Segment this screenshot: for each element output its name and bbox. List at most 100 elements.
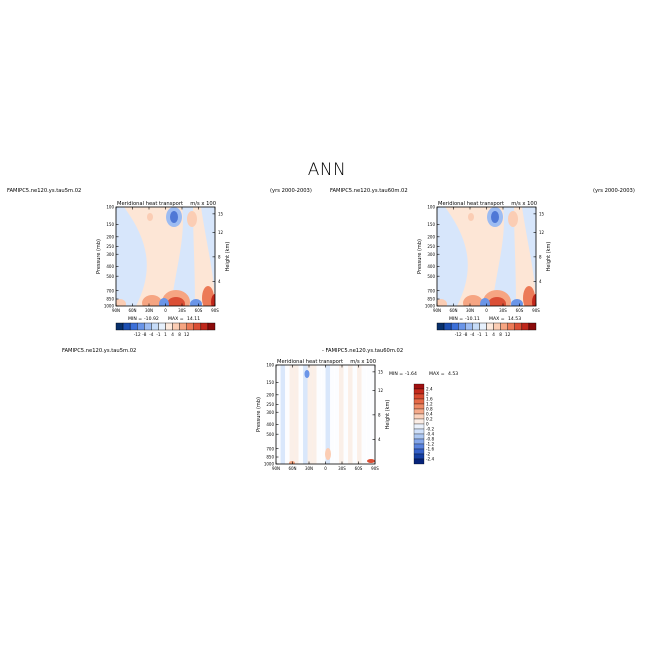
y-tick-label: 700 (266, 446, 274, 451)
x-tick-label: 90N (272, 466, 280, 471)
years-label: (yrs 2000-2003) (270, 188, 312, 194)
y-axis-label: Pressure (mb) (96, 239, 102, 274)
difference-streak (289, 365, 295, 464)
min-label: MIN = (128, 316, 142, 322)
difference-streak (276, 365, 281, 464)
colorbar-swatch (122, 322, 131, 331)
warm-core (187, 211, 197, 227)
colorbar-swatch (413, 443, 425, 450)
plot-title: Meridional heat transport (117, 201, 183, 207)
y-tick-label: 100 (106, 205, 114, 210)
field-layer (437, 207, 536, 306)
y-tick-label: 200 (427, 234, 435, 239)
colorbar-tick-label: 8 (178, 332, 181, 337)
difference-streak (339, 365, 344, 464)
colorbar-tick-label: 0.8 (426, 406, 433, 411)
warm-core (468, 213, 474, 221)
colorbar-swatch (115, 322, 124, 331)
y-tick-label: 300 (266, 410, 274, 415)
colorbar-swatch (521, 322, 530, 331)
x-tick-label: 90S (532, 308, 540, 313)
difference-case-name: - FAMIPC5.ne120.ys.tau60m.02 (322, 348, 403, 354)
y-right-tick-label: 15 (378, 369, 384, 374)
warm-core (532, 294, 536, 306)
x-tick-label: 60N (449, 308, 457, 313)
colorbar-swatch (413, 393, 425, 400)
colorbar-swatch (500, 322, 508, 331)
warm-core (523, 286, 535, 306)
warm-region (445, 207, 504, 306)
plot-title: Meridional heat transport (277, 359, 343, 365)
y-tick-label: 500 (427, 274, 435, 279)
warm-core (289, 461, 295, 464)
colorbar-tick-label: 4 (492, 332, 495, 337)
colorbar-swatch (528, 322, 537, 331)
colorbar-tick-label: -1 (156, 332, 161, 337)
difference-streak (312, 365, 317, 464)
x-tick-label: 0 (324, 466, 327, 471)
y-tick-label: 850 (266, 455, 274, 460)
colorbar-swatch (479, 322, 487, 331)
y-tick-label: 150 (427, 222, 435, 227)
colorbar-swatch (493, 322, 501, 331)
warm-core (437, 299, 447, 306)
colorbar-tick-label: -12 (455, 332, 462, 337)
y-tick-label: 400 (266, 422, 274, 427)
colorbar-swatch (158, 322, 166, 331)
y-tick-label: 700 (106, 288, 114, 293)
x-tick-label: 60N (288, 466, 296, 471)
y-axis-label: Pressure (mb) (256, 397, 262, 432)
difference-streak (321, 365, 326, 464)
warm-core (508, 211, 518, 227)
case-name: FAMIPC5.ne120.ys.tau5m.02 (7, 188, 81, 194)
y-tick-label: 850 (427, 297, 435, 302)
y-right-tick-label: 15 (539, 211, 545, 216)
y-tick-label: 1000 (264, 462, 275, 467)
colorbar-tick-label: 12 (505, 332, 511, 337)
y-tick-label: 200 (266, 392, 274, 397)
max-value: 4.53 (448, 371, 458, 377)
y-right-axis-label: Height (km) (385, 400, 391, 430)
main-title: ANN (307, 160, 347, 180)
min-value: -10.92 (144, 316, 159, 322)
cold-core (166, 207, 182, 227)
plot-frame (275, 364, 376, 465)
y-tick-label: 250 (106, 244, 114, 249)
y-right-tick-label: 8 (539, 254, 542, 259)
colorbar-swatch (193, 322, 202, 331)
colorbar-tick-label: 1.2 (426, 401, 433, 406)
colorbar-swatch (458, 322, 466, 331)
colorbar-swatch (413, 388, 425, 395)
x-tick-label: 90S (371, 466, 379, 471)
y-right-tick-label: 4 (218, 279, 221, 284)
y-right-axis-label: Height (km) (546, 242, 552, 272)
y-tick-label: 250 (427, 244, 435, 249)
difference-streak (294, 365, 299, 464)
x-tick-label: 90N (112, 308, 120, 313)
colorbar-tick-label: -2 (426, 451, 431, 456)
colorbar-tick-label: 1 (164, 332, 167, 337)
warm-core (463, 295, 483, 306)
difference-streak (370, 365, 375, 464)
field-background (276, 365, 375, 464)
x-tick-label: 30S (338, 466, 346, 471)
colorbar-tick-label: -0.2 (426, 426, 435, 431)
colorbar-tick-label: 12 (184, 332, 190, 337)
y-tick-label: 400 (427, 264, 435, 269)
colorbar-swatch (413, 398, 425, 405)
plot-frame (436, 206, 537, 307)
difference-streak (285, 365, 290, 464)
colorbar-tick-label: 8 (499, 332, 502, 337)
cold-core (491, 211, 499, 223)
y-right-axis-label: Height (km) (225, 242, 231, 272)
colorbar-tick-label: 1.6 (426, 396, 433, 401)
colorbar-swatch (144, 322, 152, 331)
plot-title: Meridional heat transport (438, 201, 504, 207)
colorbar-tick-label: -0.4 (426, 431, 435, 436)
x-tick-label: 90S (211, 308, 219, 313)
colorbar-swatch (450, 322, 459, 331)
y-right-tick-label: 12 (539, 230, 545, 235)
